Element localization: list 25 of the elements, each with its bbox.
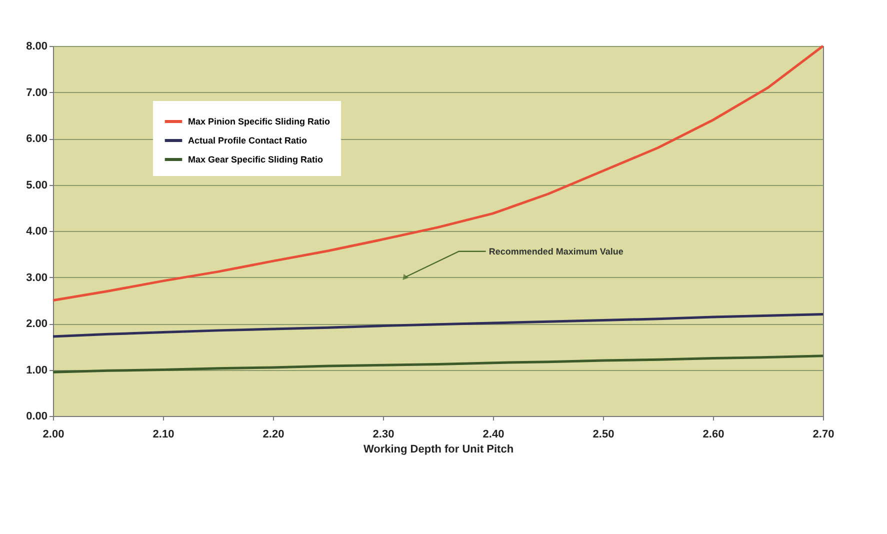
line-series bbox=[52, 354, 824, 374]
y-tick-label: 5.00 bbox=[26, 179, 48, 192]
y-tick-label: 6.00 bbox=[26, 133, 48, 145]
legend-label: Max Pinion Specific Sliding Ratio bbox=[188, 116, 331, 126]
x-tick-label: 2.60 bbox=[702, 428, 724, 440]
y-tick-label: 4.00 bbox=[26, 226, 48, 238]
legend-label: Max Gear Specific Sliding Ratio bbox=[188, 154, 324, 164]
x-tick-label: 2.70 bbox=[812, 428, 834, 440]
x-tick-label: 2.50 bbox=[592, 428, 614, 440]
annotation: Recommended Maximum Value bbox=[488, 246, 624, 256]
x-tick-label: 2.10 bbox=[152, 428, 174, 440]
y-tick-label: 2.00 bbox=[26, 318, 48, 330]
x-tick-label: 2.00 bbox=[42, 428, 64, 440]
x-tick-label: 2.20 bbox=[262, 428, 284, 440]
line-series bbox=[52, 44, 824, 302]
line-series bbox=[52, 313, 824, 338]
x-axis-title: Working Depth for Unit Pitch bbox=[363, 444, 514, 456]
y-tick-label: 3.00 bbox=[26, 272, 48, 284]
x-tick-label: 2.30 bbox=[372, 428, 394, 440]
y-tick-label: 7.00 bbox=[26, 86, 48, 99]
y-tick-label: 0.00 bbox=[26, 410, 48, 422]
legend-label: Actual Profile Contact Ratio bbox=[188, 136, 308, 146]
y-tick-label: 1.00 bbox=[26, 364, 48, 376]
x-tick-label: 2.40 bbox=[482, 428, 504, 440]
y-tick-label: 8.00 bbox=[26, 40, 48, 52]
